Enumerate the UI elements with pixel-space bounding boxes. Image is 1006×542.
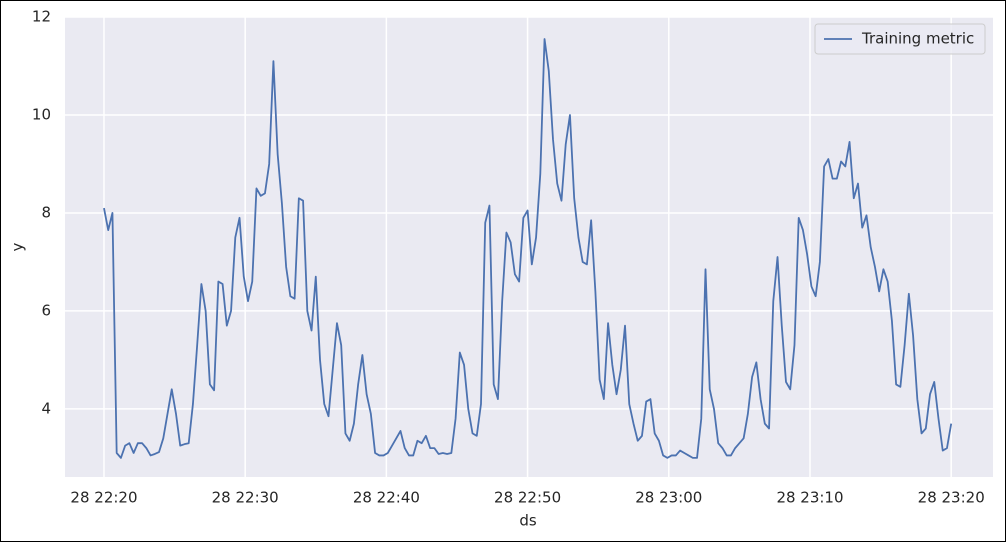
x-tick-label: 28 23:10 — [776, 489, 843, 507]
y-tick-label: 8 — [41, 203, 51, 221]
x-tick-label: 28 22:30 — [212, 489, 279, 507]
x-tick-label: 28 23:00 — [635, 489, 702, 507]
legend: Training metric — [814, 23, 986, 55]
legend-box — [814, 23, 986, 55]
x-tick-label: 28 23:20 — [918, 489, 985, 507]
y-axis-label: y — [9, 242, 27, 251]
x-tick-label: 28 22:40 — [353, 489, 420, 507]
y-tick-label: 12 — [32, 8, 51, 26]
x-tick-label: 28 22:20 — [70, 489, 137, 507]
y-tick-label: 6 — [41, 301, 51, 319]
plot-area — [65, 17, 993, 477]
y-tick-label: 10 — [32, 105, 51, 123]
legend-label: Training metric — [861, 30, 974, 48]
x-tick-label: 28 22:50 — [494, 489, 561, 507]
line-series — [103, 38, 953, 459]
x-axis-label: ds — [519, 512, 537, 530]
y-tick-label: 4 — [41, 399, 51, 417]
